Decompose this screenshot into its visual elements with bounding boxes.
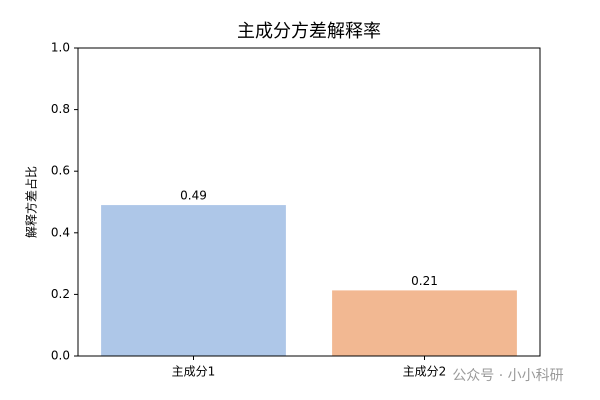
bar <box>332 290 517 356</box>
data-label: 0.21 <box>411 274 438 288</box>
y-axis-label: 解释方差占比 <box>24 166 39 238</box>
x-tick-label: 主成分2 <box>403 365 447 379</box>
y-tick-label: 0.8 <box>51 102 70 116</box>
chart-title: 主成分方差解释率 <box>237 21 381 42</box>
y-tick-label: 0.2 <box>51 287 70 301</box>
y-tick-label: 0.4 <box>51 225 70 239</box>
plot-frame <box>77 47 541 357</box>
bar <box>101 205 286 356</box>
data-label: 0.49 <box>180 189 207 203</box>
y-tick-label: 1.0 <box>51 41 70 55</box>
y-tick-label: 0.0 <box>51 349 70 363</box>
watermark: 公众号 · 小小科研 <box>452 368 563 384</box>
x-tick-label: 主成分1 <box>172 365 216 379</box>
y-tick-label: 0.6 <box>51 164 70 178</box>
